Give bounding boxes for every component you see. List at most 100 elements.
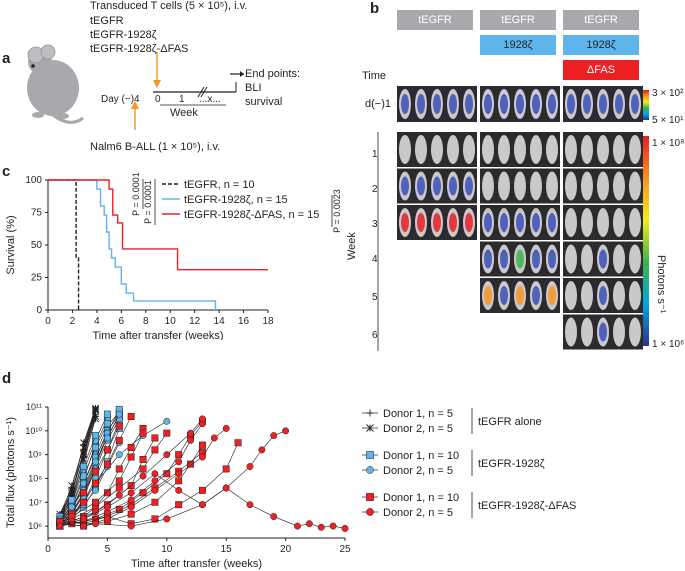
flux-marker xyxy=(270,432,278,440)
flux-marker xyxy=(366,424,374,432)
y-tick-label: 75 xyxy=(31,208,43,219)
color-scale-2 xyxy=(643,136,649,346)
x-tick-label: 0 xyxy=(45,316,51,327)
bli-image-grid xyxy=(377,86,649,351)
x-tick-label: 14 xyxy=(214,316,226,327)
bli-image-cell xyxy=(397,205,477,240)
flux-marker xyxy=(198,486,206,494)
flux-marker xyxy=(103,410,111,418)
bli-image-cell xyxy=(563,205,643,240)
flux-marker xyxy=(92,479,99,487)
color-scale-1 xyxy=(643,90,649,120)
bli-image-cell xyxy=(563,278,643,313)
flux-marker xyxy=(103,460,111,468)
y-tick-label: 10¹⁰ xyxy=(25,426,42,436)
endpoint-bli: BLI xyxy=(245,82,262,94)
flux-marker xyxy=(115,410,123,418)
col2-header: tEGFR xyxy=(480,10,556,30)
week-3: 3 xyxy=(372,219,378,230)
flux-marker xyxy=(56,522,64,530)
x-tick-label: 12 xyxy=(189,316,201,327)
survival-curve-1 xyxy=(48,179,217,310)
scale1-top: 3 × 10² xyxy=(652,88,684,99)
col2-sub: 1928ζ xyxy=(480,35,556,55)
flux-marker xyxy=(175,458,183,466)
flux-marker xyxy=(115,505,123,513)
flux-marker xyxy=(115,465,123,473)
flux-marker xyxy=(198,501,206,509)
bli-image-cell xyxy=(480,278,560,313)
flux-marker xyxy=(151,446,159,454)
flux-marker xyxy=(80,489,88,497)
flux-marker xyxy=(366,508,374,516)
legend-group-0: tEGFR alone xyxy=(478,416,542,428)
survival-chart: 0 2 4 6 8 10 12 14 16 18 0 25 50 75 100 Time after tran… xyxy=(5,172,342,340)
flux-marker xyxy=(258,446,266,454)
y-tick-label: 100 xyxy=(25,175,42,186)
flux-marker xyxy=(139,455,147,463)
flux-marker xyxy=(139,465,147,473)
x-axis-label: Time after transfer (weeks) xyxy=(131,558,262,570)
day-label: Day (−)4 xyxy=(101,94,140,105)
flux-marker xyxy=(127,522,135,530)
construct-2: tEGFR-1928ζ xyxy=(90,29,157,41)
legend-group-2: tEGFR-1928ζ-ΔFAS xyxy=(478,500,576,512)
flux-marker xyxy=(115,484,123,492)
survival-curve-2 xyxy=(48,179,268,271)
panel-a-label: a xyxy=(2,50,11,67)
flux-marker xyxy=(222,424,230,432)
panel-c-label: c xyxy=(2,163,11,180)
bli-image-cell xyxy=(480,205,560,240)
scale2-top: 1 × 10⁸ xyxy=(652,138,685,149)
flux-marker xyxy=(68,496,76,504)
flux-marker xyxy=(92,404,100,412)
flux-marker xyxy=(92,486,99,494)
panel-b-label: b xyxy=(370,0,380,17)
construct-1: tEGFR xyxy=(90,15,124,27)
y-tick-label: 10⁸ xyxy=(28,473,42,483)
flux-marker xyxy=(187,436,195,444)
legend-label-0: tEGFR, n = 10 xyxy=(184,179,255,191)
x-axis-label: Time after transfer (weeks) xyxy=(92,330,223,340)
flux-marker xyxy=(366,451,374,459)
tumor-label: Nalm6 B-ALL (1 × 10⁵), i.v. xyxy=(90,141,221,153)
flux-marker xyxy=(151,515,159,523)
flux-marker xyxy=(282,427,290,435)
flux-marker xyxy=(139,472,147,480)
flux-marker xyxy=(222,465,230,473)
time-label: Time xyxy=(362,70,387,82)
week-5: 5 xyxy=(372,292,378,303)
flux-marker xyxy=(80,515,88,523)
tcell-title: Transduced T cells (5 × 10⁵), i.v. xyxy=(90,0,248,12)
flux-marker xyxy=(92,520,99,528)
x-tick-label: 4 xyxy=(94,316,100,327)
week-4: 4 xyxy=(372,254,378,265)
x-tick-label: 2 xyxy=(70,316,76,327)
y-axis-label: Survival (%) xyxy=(5,215,17,274)
flux-marker xyxy=(175,477,183,485)
flux-marker xyxy=(139,429,147,437)
flux-marker xyxy=(103,446,111,454)
flux-marker xyxy=(270,513,278,521)
flux-marker xyxy=(163,429,171,437)
legend-label-0: Donor 1, n = 5 xyxy=(383,408,453,420)
bli-image-cell xyxy=(480,132,560,167)
flux-marker xyxy=(80,451,88,459)
bli-image-cell xyxy=(397,86,477,122)
bli-image-cell xyxy=(563,241,643,277)
x-tick-label: 8 xyxy=(143,316,149,327)
col3-sub2: ΔFAS xyxy=(563,60,639,80)
bli-image-cell xyxy=(563,132,643,167)
y-tick-label: 10⁷ xyxy=(29,497,42,507)
flux-marker xyxy=(294,522,301,530)
flux-marker xyxy=(127,453,135,461)
x-tick-label: 25 xyxy=(339,544,351,555)
pvalue-2: P = 0.0001 xyxy=(143,180,153,224)
flux-marker xyxy=(151,498,159,506)
flux-marker xyxy=(127,444,135,451)
col3-header: tEGFR xyxy=(563,10,639,30)
flux-track xyxy=(59,435,96,517)
y-tick-label: 25 xyxy=(31,273,43,284)
flux-marker xyxy=(246,463,254,470)
flux-marker xyxy=(151,470,159,478)
